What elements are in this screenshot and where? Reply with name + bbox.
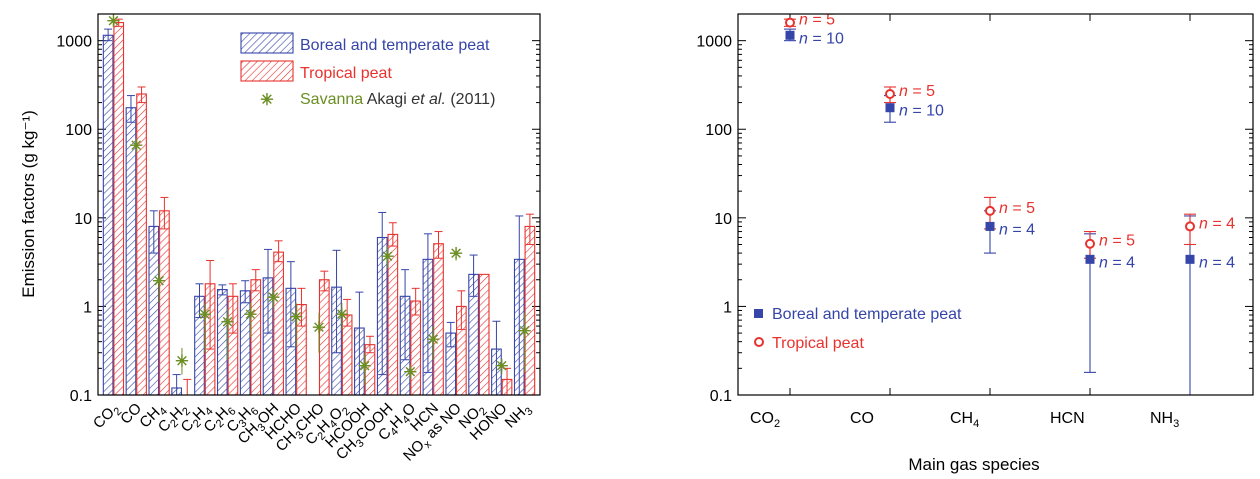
legend-savanna-label: Savanna Akagi et al. (2011) — [300, 91, 495, 108]
left-y-tick-label: 0.1 — [70, 388, 92, 405]
legend-tropical-label: Tropical peat — [772, 335, 864, 352]
tropical-bar — [159, 210, 170, 396]
boreal-bar — [216, 289, 228, 396]
legend-tropical-label: Tropical peat — [300, 65, 392, 82]
legend-boreal-label: Boreal and temperate peat — [772, 306, 962, 323]
legend-tropical-swatch — [240, 60, 294, 82]
savanna-marker: ✳ — [335, 307, 348, 324]
left-x-tick-label: C2H2 — [155, 400, 193, 438]
left-bars: ✳ ✳ ✳ ✳ ✳ ✳ ✳ ✳ ✳ ✳ ✳ ✳ ✳ ✳ ✳ ✳ ✳ ✳ — [102, 13, 536, 396]
right-x-tick-label: HCN — [1050, 410, 1085, 427]
tropical-bar — [341, 314, 353, 396]
legend-savanna-marker: ✳ — [260, 92, 273, 109]
left-y-tick-label: 1000 — [56, 34, 92, 51]
boreal-n-label: n = 4 — [1099, 254, 1135, 271]
left-y-tick-label: 100 — [65, 122, 92, 139]
left-x-tick-label: C2H6 — [200, 400, 238, 438]
tropical-n-label: n = 5 — [799, 12, 835, 29]
boreal-n-label: n = 4 — [1199, 254, 1235, 271]
tropical-point — [985, 205, 995, 216]
tropical-bar — [478, 273, 490, 396]
boreal-point — [785, 30, 795, 40]
legend-boreal-marker — [754, 309, 763, 318]
savanna-marker: ✳ — [358, 358, 371, 375]
savanna-marker: ✳ — [198, 307, 211, 324]
right-x-axis-label: Main gas species — [908, 455, 1039, 474]
savanna-marker: ✳ — [130, 138, 143, 155]
left-x-tick-label: NH3 — [502, 400, 536, 434]
legend-tropical-marker — [754, 337, 764, 347]
left-legend: Boreal and temperate peat Tropical peat ✳ S… — [240, 32, 495, 109]
tropical-bar — [318, 279, 330, 396]
right-points: n = 5n = 10n = 5n = 10n = 5n = 4n = 5n =… — [784, 12, 1235, 395]
savanna-marker: ✳ — [267, 290, 280, 307]
right-x-tick-label: CH4 — [950, 410, 979, 430]
tropical-n-label: n = 4 — [1199, 215, 1235, 232]
savanna-marker: ✳ — [495, 358, 508, 375]
savanna-marker: ✳ — [175, 353, 188, 370]
right-x-tick-labels: CO2 CO CH4 HCN NH3 — [750, 410, 1179, 430]
tropical-point — [785, 17, 795, 28]
boreal-bar — [102, 34, 114, 396]
tropical-n-label: n = 5 — [899, 83, 935, 100]
boreal-n-label: n = 10 — [899, 103, 944, 120]
savanna-marker: ✳ — [107, 13, 120, 30]
boreal-n-label: n = 4 — [999, 221, 1035, 238]
tropical-point — [1185, 221, 1195, 232]
savanna-marker: ✳ — [404, 364, 417, 381]
legend-boreal-label: Boreal and temperate peat — [300, 37, 490, 54]
left-y-tick-label: 10 — [74, 211, 92, 228]
savanna-marker: ✳ — [221, 314, 234, 331]
boreal-point — [885, 103, 895, 113]
boreal-point — [1085, 254, 1095, 264]
tropical-n-label: n = 5 — [999, 200, 1035, 217]
savanna-marker: ✳ — [289, 309, 302, 326]
savanna-marker: ✳ — [152, 274, 165, 291]
savanna-marker: ✳ — [244, 307, 257, 324]
right-y-tick-label: 1000 — [696, 34, 732, 51]
right-y-tick-label: 1 — [723, 299, 732, 316]
savanna-marker: ✳ — [427, 332, 440, 349]
right-x-tick-label: CO — [850, 410, 874, 427]
left-plot-frame — [97, 13, 541, 396]
tropical-point — [885, 88, 895, 99]
left-x-tick-label: C2H4O2 — [302, 400, 353, 451]
tropical-bar — [273, 251, 284, 396]
savanna-marker: ✳ — [381, 249, 394, 266]
right-x-tick-label: CO2 — [750, 410, 780, 430]
boreal-point — [985, 221, 995, 231]
boreal-point — [1185, 254, 1195, 264]
tropical-bar — [433, 243, 444, 396]
right-legend: Boreal and temperate peat Tropical peat — [754, 306, 962, 352]
right-y-tick-label: 0.1 — [710, 388, 732, 405]
left-x-tick-labels: CO2COCH4C2H2C2H4C2H6C3H6CH3OHHCHOCH3CHOC… — [90, 400, 536, 465]
tropical-bar — [250, 279, 262, 396]
left-bar-chart: 0.1 1 10 100 1000 ✳ ✳ ✳ ✳ ✳ ✳ ✳ ✳ ✳ ✳ ✳ ✳ ✳ ✳ ✳ ✳ ✳ ✳ CO2COCH… — [19, 13, 541, 465]
left-y-axis-label: Emission factors (g kg⁻¹) — [19, 110, 38, 298]
right-plot-frame — [737, 13, 1254, 396]
right-y-axis-ticks: 0.1 1 10 100 1000 — [696, 13, 1253, 405]
left-y-tick-label: 1 — [83, 299, 92, 316]
savanna-marker: ✳ — [312, 320, 325, 337]
left-y-axis-ticks: 0.1 1 10 100 1000 — [56, 13, 540, 405]
boreal-n-label: n = 10 — [799, 30, 844, 47]
tropical-n-label: n = 5 — [1099, 233, 1135, 250]
savanna-marker: ✳ — [449, 246, 462, 263]
right-x-tick-label: NH3 — [1150, 410, 1179, 430]
legend-boreal-swatch — [240, 32, 294, 54]
right-y-tick-label: 100 — [705, 122, 732, 139]
tropical-bar — [113, 22, 125, 396]
tropical-point — [1085, 238, 1095, 249]
savanna-marker: ✳ — [518, 324, 531, 341]
right-y-tick-label: 10 — [714, 211, 732, 228]
tropical-bar — [524, 225, 536, 396]
